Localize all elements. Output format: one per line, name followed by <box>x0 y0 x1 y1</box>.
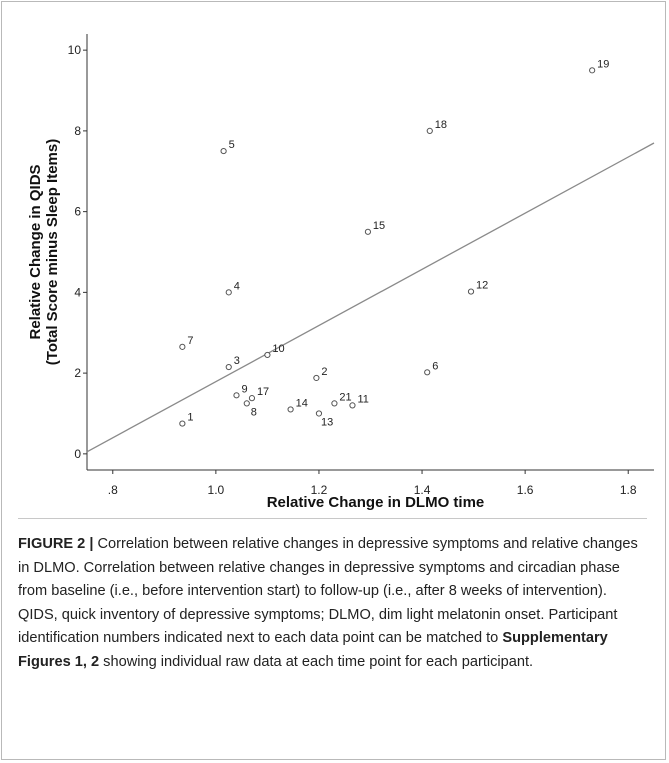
data-point <box>426 127 433 134</box>
point-id-label: 18 <box>435 119 447 131</box>
data-point <box>179 420 186 427</box>
data-point <box>589 67 596 74</box>
caption-text-part-1: Correlation between relative changes in … <box>18 536 638 646</box>
y-tick-label: 10 <box>68 43 82 57</box>
data-point <box>220 147 227 155</box>
point-id-label: 10 <box>272 343 284 355</box>
regression-line-group <box>86 142 655 453</box>
data-point <box>248 395 256 402</box>
y-axis-title-line-1: Relative Change in QIDS <box>27 164 44 339</box>
y-tick-label: 0 <box>74 447 81 461</box>
x-axis-title: Relative Change in DLMO time <box>267 494 485 511</box>
x-tick-label: 1.2 <box>311 483 328 497</box>
y-tick-label: 8 <box>74 124 81 138</box>
data-point <box>264 351 271 359</box>
y-axis-title-line-2: (Total Score minus Sleep Items) <box>44 139 61 365</box>
point-id-label: 1 <box>187 412 193 424</box>
y-tick-label: 6 <box>74 205 81 219</box>
point-id-label: 9 <box>241 383 247 395</box>
x-tick-label: 1.8 <box>620 483 637 497</box>
point-id-label: 15 <box>373 220 385 232</box>
axes: 0 2 4 6 8 10 .8 1.0 1.2 1.4 1.6 1.8 <box>68 34 654 497</box>
point-id-label: 14 <box>296 397 308 409</box>
point-id-label: 3 <box>234 355 240 367</box>
point-id-label: 21 <box>339 391 351 403</box>
data-point <box>315 410 323 417</box>
figure-caption: FIGURE 2 | Correlation between relative … <box>18 533 650 674</box>
supplementary-figures-link[interactable]: Supplementary Figures 1, 2 <box>18 630 608 670</box>
x-tick-label: 1.4 <box>414 483 431 497</box>
data-point <box>287 406 294 413</box>
data-point <box>364 228 372 235</box>
point-id-label: 6 <box>432 360 438 372</box>
data-point <box>424 369 431 376</box>
point-id-label: 7 <box>187 335 193 347</box>
data-point <box>467 288 475 295</box>
point-id-label: 5 <box>229 139 235 151</box>
data-point <box>313 374 320 382</box>
regression-line <box>86 142 655 453</box>
data-point <box>349 402 356 409</box>
data-point <box>331 400 338 407</box>
data-point <box>179 343 186 350</box>
data-point <box>225 289 232 296</box>
point-id-label: 12 <box>476 280 488 292</box>
data-point <box>243 400 250 407</box>
point-id-label: 17 <box>257 386 269 398</box>
point-id-label: 2 <box>321 366 327 378</box>
point-id-label: 11 <box>357 393 368 405</box>
data-point <box>233 392 240 399</box>
y-tick-label: 4 <box>74 285 81 299</box>
point-id-label: 8 <box>251 406 257 418</box>
x-tick-label: .8 <box>108 483 118 497</box>
caption-text-part-2: showing individual raw data at each time… <box>99 653 534 670</box>
point-id-label: 4 <box>234 280 240 292</box>
figure-label: FIGURE 2 | <box>18 536 94 552</box>
point-id-label: 13 <box>321 416 333 428</box>
x-tick-label: 1.6 <box>517 483 534 497</box>
y-tick-label: 2 <box>74 366 81 380</box>
x-tick-label: 1.0 <box>208 483 225 497</box>
caption-divider <box>18 518 647 519</box>
data-point <box>225 363 232 371</box>
point-id-label: 19 <box>597 58 609 70</box>
